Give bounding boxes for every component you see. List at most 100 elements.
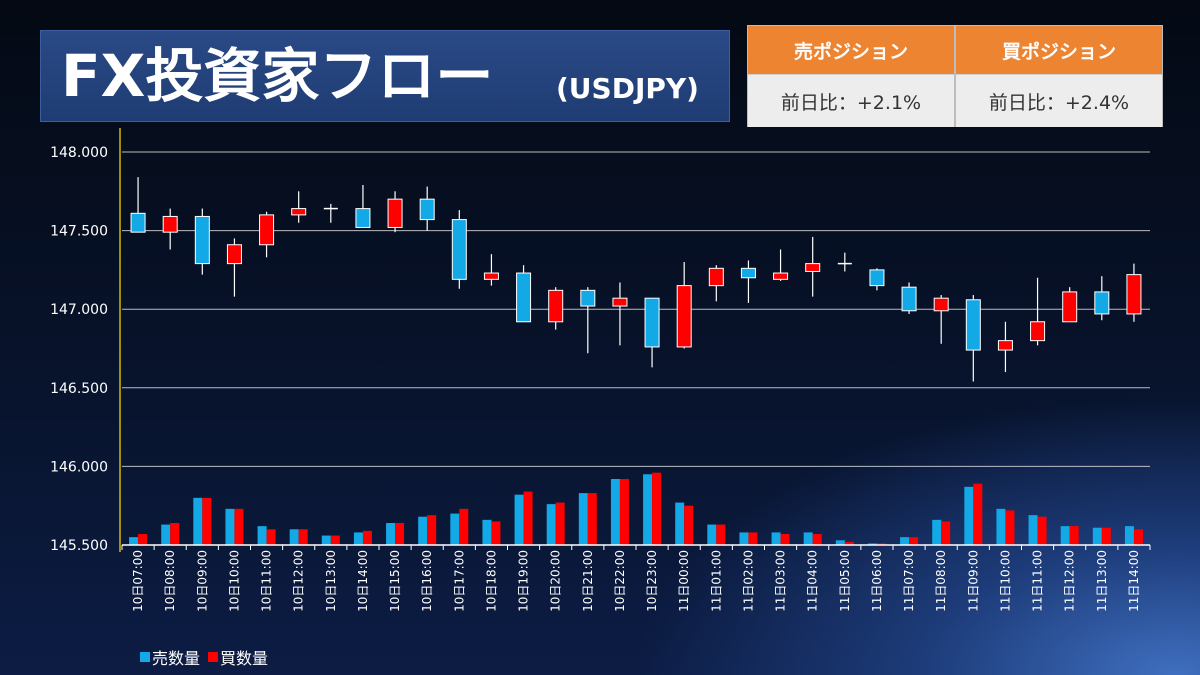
buy-volume-bar (973, 483, 983, 545)
buy-volume-bar (459, 508, 469, 545)
sell-volume-bar (707, 524, 717, 545)
sell-position-column: 売ポジション 前日比：+2.1% (747, 25, 955, 127)
y-tick-label: 146.500 (50, 381, 108, 397)
buy-volume-bar (684, 505, 694, 545)
candle-bullish (226, 244, 242, 265)
y-tick-label: 146.000 (50, 459, 108, 475)
x-tick-label: 10日21:00 (581, 550, 595, 612)
buy-position-header: 買ポジション (956, 26, 1162, 75)
x-tick-label: 10日09:00 (195, 550, 209, 612)
candle-bearish (901, 286, 917, 312)
x-tick-label: 11日05:00 (838, 550, 852, 612)
x-tick-label: 10日15:00 (388, 550, 402, 612)
candle-bullish (162, 215, 178, 233)
candle-bearish (419, 198, 435, 221)
buy-volume-bar (170, 522, 180, 545)
x-tick-label: 11日14:00 (1127, 550, 1141, 612)
sell-volume-bar (546, 504, 556, 545)
buy-volume-bar (555, 502, 565, 545)
candle-bullish (1126, 274, 1142, 315)
buy-volume-bar (1037, 516, 1047, 545)
buy-volume-bar (844, 541, 854, 545)
y-tick-label: 147.500 (50, 224, 108, 240)
candle-bullish (1030, 321, 1046, 342)
sell-volume-bar (353, 532, 363, 545)
x-tick-label: 11日07:00 (902, 550, 916, 612)
sell-volume-bar (867, 543, 877, 545)
sell-volume-bar (803, 532, 813, 545)
candle-bullish (997, 340, 1013, 351)
candle-bearish (1094, 291, 1110, 315)
buy-volume-bar (1133, 529, 1143, 545)
candle-bullish (291, 208, 307, 216)
buy-volume-bar (909, 537, 919, 545)
sell-volume-bar (610, 478, 620, 545)
legend: 売数量 買数量 (140, 645, 268, 669)
candle-bullish (387, 198, 403, 228)
candle-bullish (933, 297, 949, 312)
sell-position-change: 前日比：+2.1% (748, 75, 954, 127)
candle-bullish (483, 272, 499, 280)
y-tick-label: 147.000 (50, 302, 108, 318)
candle-bearish (194, 215, 210, 265)
candle-bearish (965, 299, 981, 351)
position-change-table: 売ポジション 前日比：+2.1% 買ポジション 前日比：+2.4% (747, 25, 1164, 127)
sell-volume-bar (193, 497, 203, 545)
x-tick-label: 11日06:00 (870, 550, 884, 612)
sell-volume-bar (578, 493, 588, 545)
candle-bearish (451, 219, 467, 280)
sell-volume-bar (643, 474, 653, 545)
buy-volume-bar (202, 497, 212, 545)
candle-bearish (355, 208, 371, 228)
x-tick-label: 11日13:00 (1095, 550, 1109, 612)
x-tick-label: 11日04:00 (806, 550, 820, 612)
x-tick-label: 11日00:00 (677, 550, 691, 612)
x-tick-label: 10日23:00 (645, 550, 659, 612)
buy-volume-bar (427, 515, 437, 545)
x-tick-label: 10日10:00 (227, 550, 241, 612)
x-tick-label: 11日03:00 (774, 550, 788, 612)
buy-position-change: 前日比：+2.4% (956, 75, 1162, 127)
currency-pair-label: (USDJPY) (556, 72, 699, 105)
sell-volume-bar (129, 537, 139, 545)
sell-volume-bar (514, 494, 524, 545)
x-tick-label: 10日14:00 (356, 550, 370, 612)
legend-swatch-buy (208, 652, 219, 662)
candle-bullish (259, 214, 275, 246)
candle-bullish (805, 263, 821, 272)
legend-label-buy: 買数量 (220, 649, 269, 668)
sell-volume-bar (289, 529, 299, 545)
buy-volume-bar (362, 530, 372, 545)
buy-volume-bar (876, 543, 886, 545)
x-tick-label: 10日20:00 (549, 550, 563, 612)
sell-volume-bar (1092, 527, 1102, 545)
legend-item-sell: 売数量 (140, 645, 200, 669)
candle-bullish (1062, 291, 1078, 323)
y-tick-label: 148.000 (50, 145, 108, 161)
sell-volume-bar (257, 526, 267, 545)
candle-bullish (612, 297, 628, 307)
y-tick-label: 145.500 (50, 538, 108, 554)
buy-volume-bar (298, 529, 308, 545)
sell-volume-bar (450, 513, 460, 545)
x-tick-label: 11日01:00 (709, 550, 723, 612)
sell-volume-bar (932, 519, 942, 545)
x-tick-label: 11日09:00 (966, 550, 980, 612)
sell-volume-bar (418, 516, 428, 545)
candle-bullish (773, 272, 789, 280)
sell-volume-bar (161, 524, 171, 545)
buy-volume-bar (1101, 527, 1111, 545)
candle-bearish (580, 289, 596, 307)
sell-volume-bar (386, 522, 396, 545)
sell-volume-bar (482, 519, 492, 545)
x-tick-label: 10日11:00 (260, 550, 274, 612)
buy-volume-bar (1069, 526, 1079, 545)
chart-title: FX投資家フロー (61, 42, 494, 110)
x-tick-label: 11日11:00 (1031, 550, 1045, 612)
x-tick-label: 10日13:00 (324, 550, 338, 612)
sell-volume-bar (964, 486, 974, 545)
sell-volume-bar (1028, 515, 1038, 545)
sell-volume-bar (675, 502, 685, 545)
buy-volume-bar (266, 529, 276, 545)
